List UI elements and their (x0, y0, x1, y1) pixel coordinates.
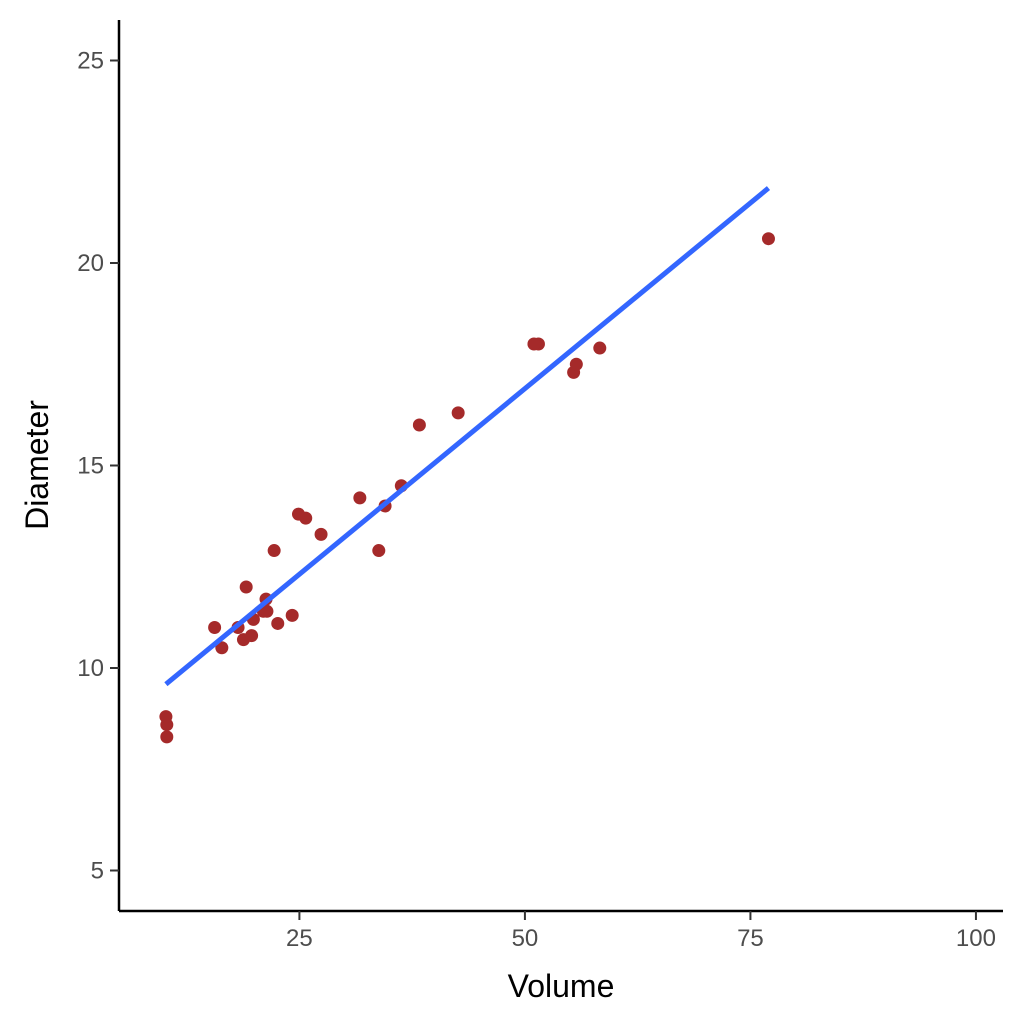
x-tick-label: 75 (737, 925, 764, 952)
data-point (353, 491, 367, 505)
axes-layer (117, 20, 1003, 913)
data-point (451, 406, 465, 420)
data-point (245, 629, 259, 643)
data-point (527, 337, 541, 351)
data-point (271, 616, 285, 630)
y-axis-title: Diameter (19, 400, 55, 530)
data-point (761, 232, 775, 246)
y-tick-label: 25 (77, 48, 104, 75)
regression-line (164, 186, 771, 687)
x-ticks: 25 50 75 100 (286, 911, 996, 952)
y-ticks: 5 10 15 20 25 (77, 48, 119, 885)
data-point (292, 507, 306, 521)
data-point (159, 710, 173, 724)
data-point (160, 730, 174, 744)
data-point (208, 621, 222, 634)
x-tick-label: 50 (512, 925, 539, 952)
data-point (285, 608, 299, 622)
x-axis-title: Volume (508, 968, 615, 1004)
x-tick-label: 100 (956, 925, 996, 952)
data-point (267, 544, 281, 558)
y-tick-label: 20 (77, 250, 104, 277)
data-point (412, 418, 426, 432)
y-tick-label: 5 (91, 858, 104, 885)
points-layer (159, 232, 775, 744)
data-point (314, 527, 328, 541)
data-point (239, 580, 253, 594)
y-tick-label: 15 (77, 453, 104, 480)
fit-layer (164, 186, 771, 687)
data-point (593, 341, 607, 355)
data-point (260, 604, 274, 618)
y-tick-label: 10 (77, 655, 104, 682)
data-point (372, 544, 386, 558)
x-tick-label: 25 (286, 925, 313, 952)
data-point (569, 357, 583, 371)
data-point (215, 641, 229, 655)
